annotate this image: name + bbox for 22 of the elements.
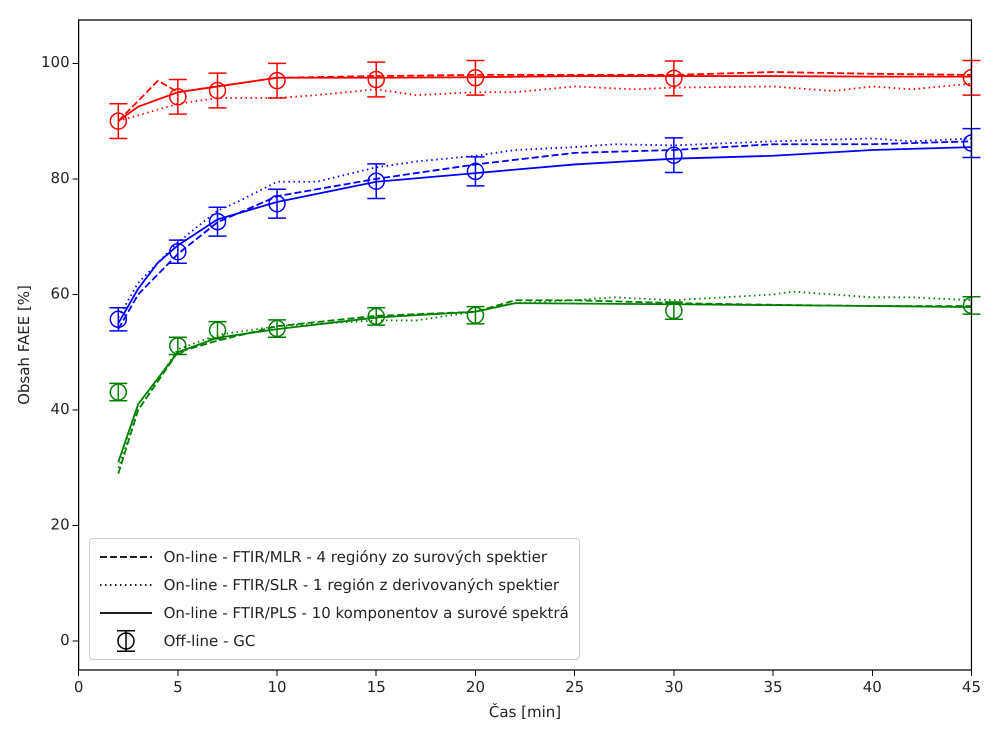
x-tick-label: 15	[366, 678, 386, 696]
x-tick-label: 30	[664, 678, 684, 696]
x-tick-label: 45	[962, 678, 982, 696]
x-tick-label: 35	[764, 678, 783, 696]
y-tick-label: 20	[50, 515, 70, 534]
x-tick-label: 40	[862, 678, 882, 696]
legend-label: On-line - FTIR/MLR - 4 regióny zo surových spektier	[164, 548, 547, 566]
legend-label: Off-line - GC	[164, 632, 256, 650]
legend-label: On-line - FTIR/PLS - 10 komponentov a surové spektrá	[164, 604, 569, 622]
x-tick-label: 25	[565, 678, 584, 696]
y-tick-label: 80	[50, 168, 70, 187]
y-axis-title: Obsah FAEE [%]	[14, 285, 33, 405]
y-tick-label: 40	[50, 400, 70, 418]
y-tick-label: 0	[60, 631, 70, 649]
x-tick-label: 0	[74, 678, 84, 696]
x-tick-label: 10	[267, 678, 287, 696]
y-tick-label: 100	[40, 53, 70, 72]
x-axis-title: Čas [min]	[488, 702, 562, 721]
y-tick-label: 60	[50, 284, 70, 302]
x-tick-label: 20	[466, 678, 485, 696]
legend-label: On-line - FTIR/SLR - 1 región z derivovaných spektier	[164, 576, 560, 594]
x-tick-label: 5	[173, 678, 183, 696]
